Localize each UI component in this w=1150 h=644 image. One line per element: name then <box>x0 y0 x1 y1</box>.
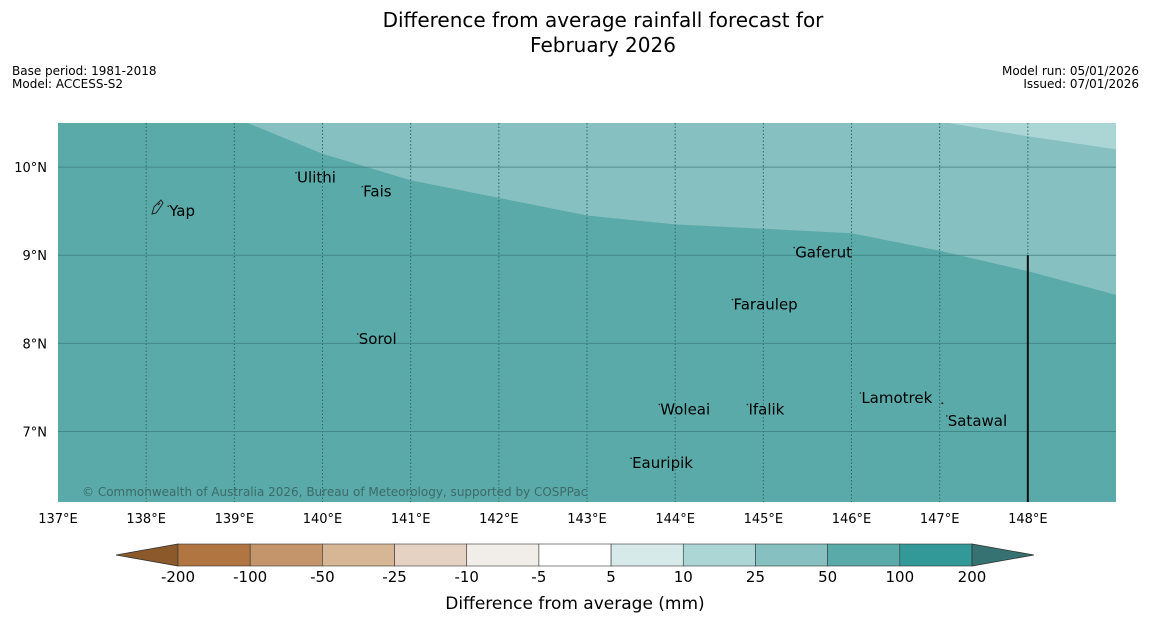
place-marker <box>630 457 632 460</box>
place-marker <box>167 205 170 207</box>
place-label: Satawal <box>948 412 1007 430</box>
colorbar-swatch <box>899 543 973 567</box>
place-label: Faraulep <box>733 296 797 314</box>
place-marker <box>746 403 749 406</box>
colorbar-tick-label: 100 <box>885 568 915 586</box>
lon-tick-label: 147°E <box>920 512 960 527</box>
info-right: Model run: 05/01/2026 Issued: 07/01/2026 <box>1002 65 1139 91</box>
place-marker <box>859 392 862 394</box>
model-text: Model: ACCESS-S2 <box>12 77 124 91</box>
islet-marker <box>941 402 944 405</box>
colorbar-tick-label: 10 <box>673 568 693 586</box>
lon-tick-label: 137°E <box>38 512 78 527</box>
place-marker <box>356 333 359 335</box>
lat-tick-label: 7°N <box>23 425 48 440</box>
colorbar-tick-label: 200 <box>957 568 987 586</box>
lon-tick-label: 148°E <box>1008 512 1048 527</box>
colorbar-title: Difference from average (mm) <box>445 594 705 614</box>
title-line-1: Difference from average rainfall forecas… <box>382 8 824 32</box>
colorbar-tick-label: -50 <box>310 568 335 586</box>
colorbar-tick-label: 50 <box>818 568 838 586</box>
colorbar-swatch <box>466 543 540 567</box>
place-label: Fais <box>363 183 392 201</box>
lon-tick-label: 141°E <box>391 512 431 527</box>
colorbar-swatch <box>249 543 323 567</box>
colorbar-tick-label: -10 <box>454 568 479 586</box>
place-label: Eauripik <box>632 454 693 472</box>
place-marker <box>793 246 795 249</box>
place-labels: Yap Ulithi Fais Gaferut Faraulep Sorol Woleai I… <box>167 169 1007 472</box>
place-marker <box>945 415 948 417</box>
colorbar-swatch <box>394 543 468 567</box>
colorbar-swatch <box>755 543 828 567</box>
band-10-25 <box>948 123 1116 150</box>
colorbar-tick-label: -5 <box>531 568 547 586</box>
map-title: Difference from average rainfall forecas… <box>0 8 1150 58</box>
issued-text: Issued: 07/01/2026 <box>1023 77 1139 91</box>
colorbar-swatch <box>610 543 684 567</box>
info-left: Base period: 1981-2018 Model: ACCESS-S2 <box>12 65 157 91</box>
lon-tick-label: 146°E <box>832 512 872 527</box>
lon-tick-label: 139°E <box>215 512 255 527</box>
colorbar-tick-label: -100 <box>233 568 268 586</box>
colorbar-tick-label: -200 <box>160 568 196 586</box>
place-label: Ulithi <box>297 169 336 187</box>
place-marker <box>731 298 734 301</box>
lon-tick-label: 143°E <box>567 512 607 527</box>
colorbar <box>115 543 1035 567</box>
place-label: Gaferut <box>795 244 852 262</box>
colorbar-tick-label: 5 <box>606 568 616 586</box>
place-marker <box>295 171 297 174</box>
lon-tick-label: 142°E <box>479 512 519 527</box>
place-label: Ifalik <box>748 400 784 418</box>
place-marker <box>658 403 661 406</box>
place-label: Woleai <box>660 400 710 418</box>
title-line-2: February 2026 <box>530 33 676 57</box>
colorbar-swatch <box>177 543 251 567</box>
colorbar-tick-label: 25 <box>745 568 765 586</box>
place-label: Yap <box>168 202 195 220</box>
base-period-text: Base period: 1981-2018 <box>12 64 157 78</box>
lon-tick-label: 140°E <box>303 512 343 527</box>
colorbar-swatch <box>322 543 395 567</box>
lat-tick-label: 8°N <box>23 337 48 352</box>
colorbar-extend-high <box>971 543 1035 567</box>
colorbar-swatch <box>538 543 612 567</box>
lon-tick-label: 144°E <box>655 512 695 527</box>
colorbar-swatch <box>827 543 901 567</box>
place-marker <box>361 185 363 188</box>
place-label: Lamotrek <box>861 389 932 407</box>
map-area: Yap Ulithi Fais Gaferut Faraulep Sorol Woleai I… <box>58 123 1116 502</box>
band-25-50 <box>247 123 1116 295</box>
copyright-text: © Commonwealth of Australia 2026, Bureau… <box>82 485 587 499</box>
place-label: Sorol <box>359 330 397 348</box>
lat-tick-label: 10°N <box>14 161 47 176</box>
colorbar-extend-low <box>115 543 179 567</box>
lon-tick-label: 145°E <box>744 512 784 527</box>
yap-island-outline <box>151 199 164 215</box>
lon-tick-label: 138°E <box>126 512 166 527</box>
axis-labels: 137°E 138°E 139°E 140°E 141°E 142°E 143°E 144°E… <box>14 161 1047 527</box>
lat-tick-label: 9°N <box>23 249 48 264</box>
colorbar-swatch <box>682 543 756 567</box>
colorbar-tick-label: -25 <box>382 568 407 586</box>
model-run-text: Model run: 05/01/2026 <box>1001 64 1139 78</box>
